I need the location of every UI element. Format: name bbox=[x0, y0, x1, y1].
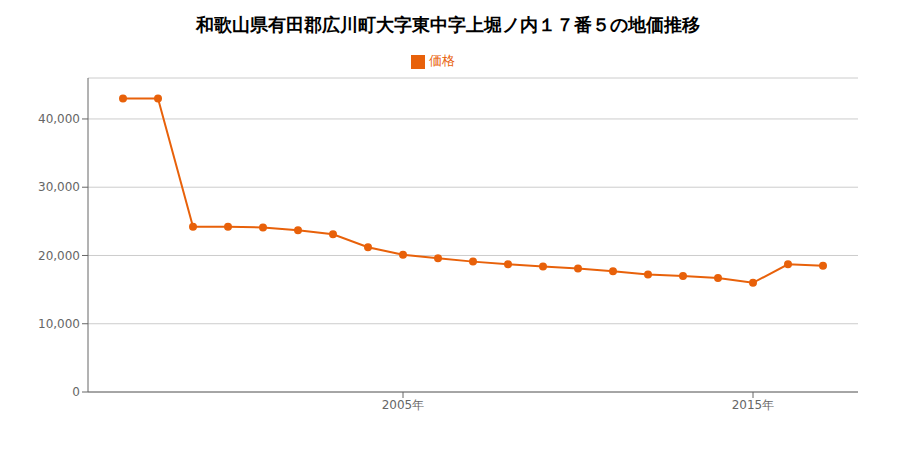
svg-text:30,000: 30,000 bbox=[38, 180, 80, 194]
html-text:和歌山県有田郡広川町大字東中字上堀ノ内１７番５の地価推移: 和歌山県有田郡広川町大字東中字上堀ノ内１７番５の地価推移 bbox=[196, 14, 700, 35]
svg-text:20,000: 20,000 bbox=[38, 249, 80, 263]
svg-text:2015年: 2015年 bbox=[732, 398, 775, 412]
svg-text:10,000: 10,000 bbox=[38, 317, 80, 331]
svg-text:2005年: 2005年 bbox=[382, 398, 425, 412]
html-text:価格: 価格 bbox=[429, 53, 455, 68]
svg-text:0: 0 bbox=[72, 385, 80, 399]
svg-text:40,000: 40,000 bbox=[38, 112, 80, 126]
